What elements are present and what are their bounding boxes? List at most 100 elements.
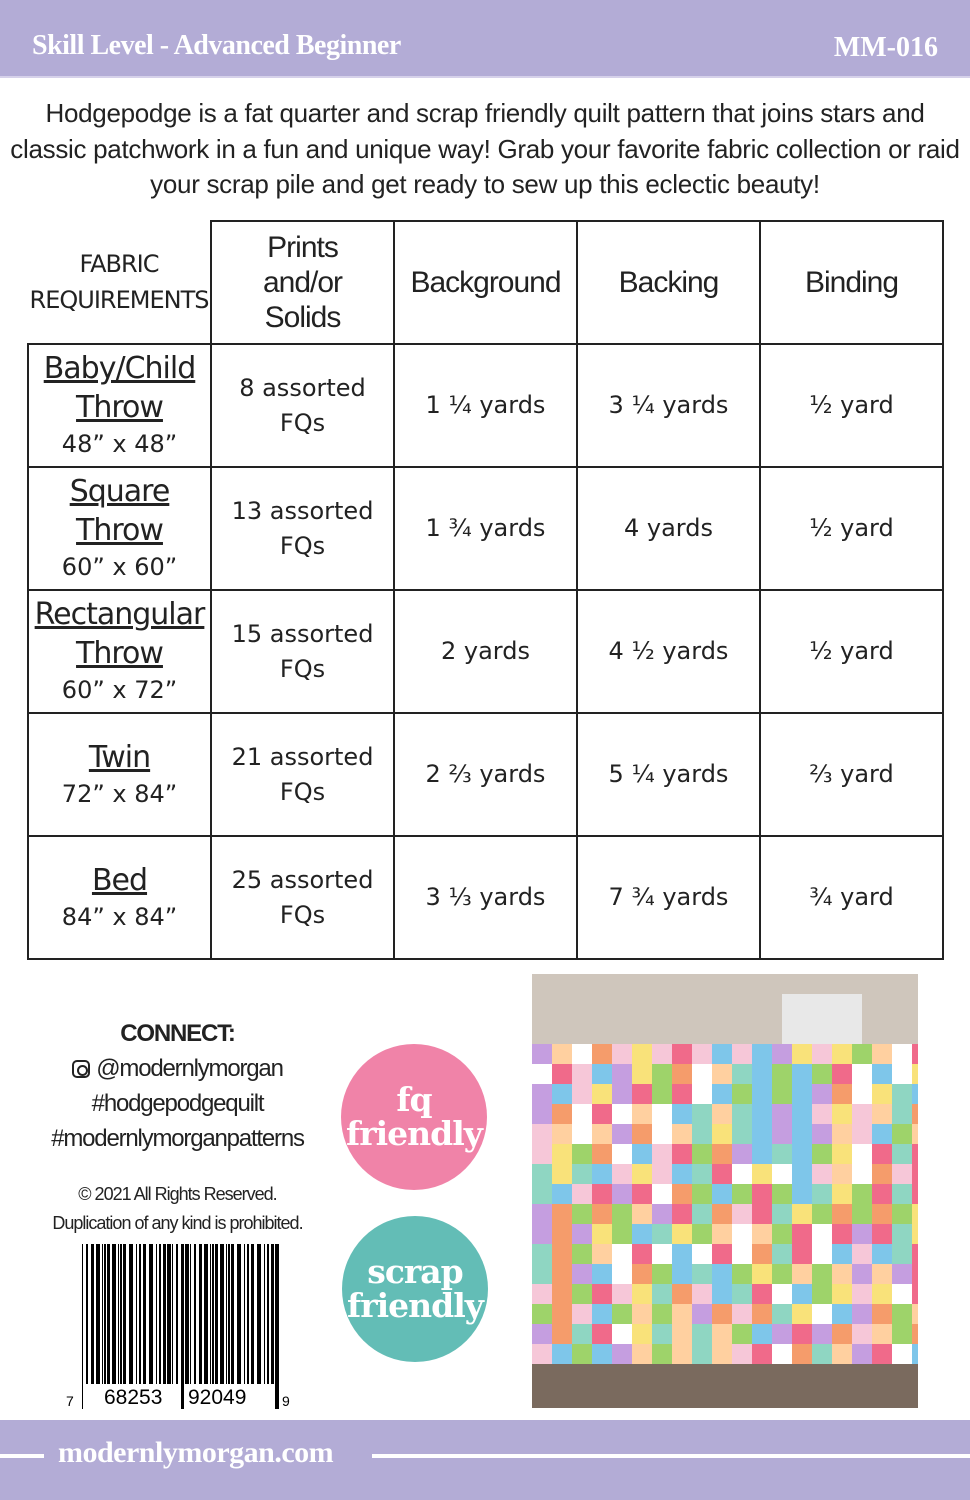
quilt-patch [552,1204,572,1224]
quilt-patch [632,1244,652,1264]
website-link[interactable]: modernlymorgan.com [58,1436,334,1469]
quilt-patch [912,1164,918,1184]
quilt-patch [712,1224,732,1244]
corner-line: REQUIREMENTS [29,286,210,314]
quilt-patch [712,1044,732,1064]
quilt-patch [732,1144,752,1164]
quilt-patch [532,1124,552,1144]
quilt-patch [552,1164,572,1184]
quilt-patch [732,1164,752,1184]
quilt-patch [872,1044,892,1064]
quilt-patch [552,1124,572,1144]
quilt-patch [852,1264,872,1284]
quilt-patch [892,1284,912,1304]
quilt-patch [652,1324,672,1344]
column-header: Binding [759,220,944,345]
quilt-patch [552,1104,572,1124]
quilt-patch [792,1304,812,1324]
quilt-patch [752,1184,772,1204]
quilt-patch [912,1104,918,1124]
barcode-bar [123,1244,126,1384]
quilt-patch [832,1164,852,1184]
quilt-patch [672,1084,692,1104]
quilt-patch [632,1124,652,1144]
quilt-patch [752,1164,772,1184]
quilt-patch [772,1264,792,1284]
quilt-patch [552,1084,572,1104]
quilt-patch [612,1044,632,1064]
quilt-patch [692,1124,712,1144]
quilt-patch [572,1084,592,1104]
quilt-patch [772,1044,792,1064]
quilt-patch [552,1304,572,1324]
quilt-patch [872,1244,892,1264]
quilt-patch [552,1184,572,1204]
barcode-bar [275,1244,279,1409]
quilt-patch [852,1164,872,1184]
quilt-patch [532,1244,552,1264]
quilt-patch [832,1184,852,1204]
quilt-patch [812,1204,832,1224]
quilt-patch [632,1184,652,1204]
quilt-patch [792,1084,812,1104]
quilt-patch [892,1304,912,1324]
quilt-patch [692,1204,712,1224]
quilt-patch [752,1244,772,1264]
hashtag: #modernlymorganpatterns [51,1125,305,1152]
backing-cell: 5 ¼ yards [576,712,761,837]
quilt-patch [872,1124,892,1144]
quilt-patch [892,1104,912,1124]
quilt-patch [812,1224,832,1244]
quilt-patch [612,1144,632,1164]
barcode-bar [231,1244,234,1384]
backing-cell: 4 ½ yards [576,589,761,714]
quilt-patch [772,1184,792,1204]
quilt-patch [592,1304,612,1324]
quilt-patch [892,1144,912,1164]
quilt-patch [812,1344,832,1364]
quilt-patch [792,1144,812,1164]
quilt-patch [772,1124,792,1144]
quilt-patch [872,1264,892,1284]
quilt-patch [752,1044,772,1064]
quilt-patch [592,1044,612,1064]
instagram-handle[interactable]: @modernlymorgan [40,1051,315,1086]
quilt-patch [692,1224,712,1244]
barcode-bar [159,1244,161,1384]
quilt-patch [912,1064,918,1084]
barcode-bar [91,1244,94,1384]
quilt-patch [612,1344,632,1364]
quilt-patch [772,1084,792,1104]
background-cell: 1 ¼ yards [393,343,578,468]
quilt-patch [592,1284,612,1304]
barcode-bar [176,1244,178,1384]
quilt-patch [632,1064,652,1084]
size-name: Square Throw [69,474,171,548]
barcode-bar [220,1244,224,1384]
quilt-patch [792,1204,812,1224]
quilt-patch [752,1264,772,1284]
barcode-bar [199,1244,202,1384]
divider [372,1454,970,1458]
quilt-patch [712,1144,732,1164]
quilt-patch [552,1264,572,1284]
quilt-patch [912,1304,918,1324]
quilt-patch [552,1144,572,1164]
quilt-patch [852,1124,872,1144]
background-cell: 1 ¾ yards [393,466,578,591]
quilt-patch [732,1084,752,1104]
quilt-patch [912,1124,918,1144]
quilt-patch [892,1224,912,1244]
quilt-patch [572,1164,592,1184]
quilt-patch [592,1204,612,1224]
backing-cell: 7 ¾ yards [576,835,761,960]
quilt-patch [572,1184,592,1204]
quilt-size: Square Throw 60” x 60” [27,466,212,591]
quilt-patch [672,1284,692,1304]
quilt-patch [872,1284,892,1304]
quilt-patch [872,1344,892,1364]
fq-friendly-badge: fq friendly [341,1044,487,1190]
copyright: © 2021 All Rights Reserved. Duplication … [40,1180,315,1238]
prints-cell: 21 assorted FQs [210,712,395,837]
quilt-patch [632,1344,652,1364]
